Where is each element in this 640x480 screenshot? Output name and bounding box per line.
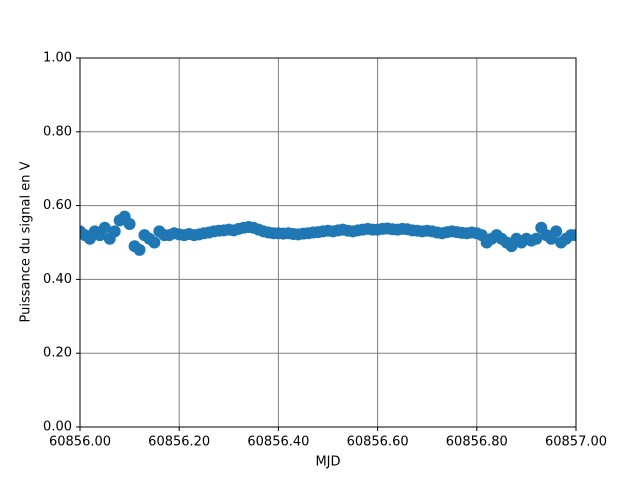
point — [550, 225, 563, 238]
y-tick-label: 1.00 — [43, 51, 72, 66]
point — [123, 218, 136, 231]
y-tick-label: 0.40 — [43, 272, 72, 287]
points — [80, 210, 576, 256]
plot-frame — [79, 57, 577, 428]
point — [148, 236, 161, 249]
x-axis-label: MJD — [315, 455, 340, 470]
grid — [79, 57, 577, 428]
x-tick-label: 60857.00 — [545, 435, 607, 450]
y-tick-label: 0.20 — [43, 346, 72, 361]
axes: 60856.00 60856.20 60856.40 60856.60 60856.80… — [43, 51, 607, 450]
point — [133, 243, 146, 256]
x-tick-label: 60856.00 — [49, 435, 111, 450]
point — [98, 221, 111, 234]
y-tick-label: 0.60 — [43, 198, 72, 213]
point — [570, 229, 576, 242]
y-tick-label: 0.00 — [43, 420, 72, 435]
y-axis-label: Puissance du signal en V — [19, 161, 34, 322]
point — [108, 225, 121, 238]
y-tick-label: 0.80 — [43, 124, 72, 139]
point — [530, 232, 543, 245]
x-tick-label: 60856.60 — [347, 435, 409, 450]
x-tick-label: 60856.40 — [247, 435, 309, 450]
x-tick-label: 60856.80 — [446, 435, 508, 450]
x-tick-label: 60856.20 — [148, 435, 210, 450]
